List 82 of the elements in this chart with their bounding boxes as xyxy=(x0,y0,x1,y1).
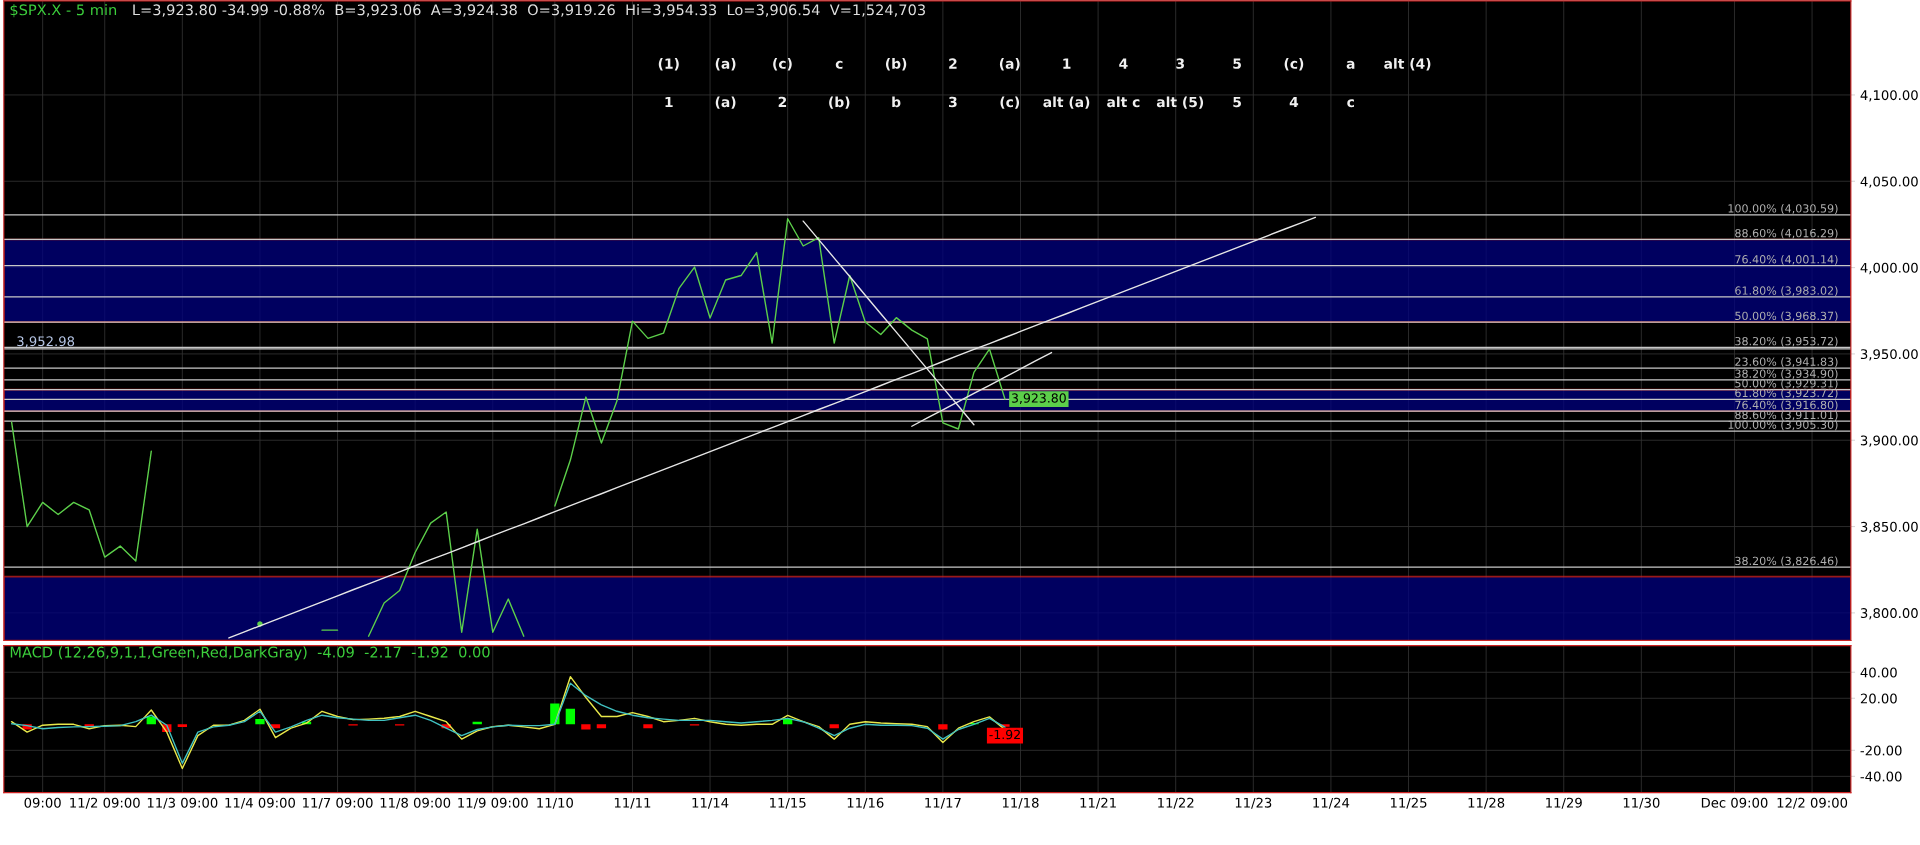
annotation: 1 xyxy=(665,96,673,108)
x-tick-label: 11/7 09:00 xyxy=(303,797,373,809)
x-tick-label: 11/3 09:00 xyxy=(147,797,218,809)
x-tick-label: 11/24 xyxy=(1313,797,1350,809)
x-tick-label: 11/8 09:00 xyxy=(380,797,451,809)
x-tick-label: 11/23 xyxy=(1235,797,1272,809)
y-tick-label: -40.00 xyxy=(1860,771,1902,782)
ref-line-label: 88.60% (4,016.29) xyxy=(1735,228,1838,239)
annotation: (a) xyxy=(715,96,736,109)
ref-line-label: 100.00% (3,905.30) xyxy=(1728,420,1838,431)
x-tick-label: 11/11 xyxy=(614,797,651,809)
annotation: (c) xyxy=(1284,58,1304,71)
y-tick-label: -20.00 xyxy=(1860,745,1902,756)
ref-line-label: 76.40% (3,916.80) xyxy=(1735,400,1838,411)
ref-line-label: 38.20% (3,826.46) xyxy=(1735,556,1838,567)
ref-line-label: 61.80% (3,983.02) xyxy=(1735,286,1838,297)
x-tick-label: 11/17 xyxy=(925,797,961,809)
x-tick-label: 11/18 xyxy=(1002,797,1039,809)
annotation: (b) xyxy=(885,58,907,71)
ref-line-label: 50.00% (3,929.31) xyxy=(1735,378,1838,389)
x-tick-label: 11/9 09:00 xyxy=(458,797,528,809)
ref-line-label: 38.20% (3,953.72) xyxy=(1735,336,1838,347)
y-tick-label: 20.00 xyxy=(1860,693,1897,704)
annotation: (1) xyxy=(658,58,679,71)
y-tick-label: 3,950.00 xyxy=(1860,349,1918,361)
ref-line-label: 23.60% (3,941.83) xyxy=(1735,357,1838,368)
annotation: 2 xyxy=(949,58,957,69)
annotation: (b) xyxy=(829,96,850,109)
x-tick-label: 11/16 xyxy=(847,797,884,809)
y-tick-label: 3,800.00 xyxy=(1860,608,1918,620)
annotation: alt (a) xyxy=(1043,96,1090,109)
annotation: a xyxy=(1346,60,1355,69)
x-tick-label: 11/14 xyxy=(692,797,729,809)
ref-line-label: 100.00% (4,030.59) xyxy=(1728,204,1838,214)
x-tick-label: 11/28 xyxy=(1468,797,1505,809)
annotation: 5 xyxy=(1233,96,1241,108)
y-tick-label: 40.00 xyxy=(1860,667,1897,678)
x-tick-label: 11/30 xyxy=(1623,797,1660,809)
chart-title: MACD (12,26,9,1,1,Green,Red,DarkGray) -4.09 -2.17 -1.92 0.00 xyxy=(10,646,490,661)
x-tick-label: 09:00 xyxy=(24,797,61,808)
data-label: 3,923.80 xyxy=(1011,393,1066,405)
chart-subtitle: L=3,923.80 -34.99 -0.88% B=3,923.06 A=3,924.38 O=3,919.26 Hi=3,954.33 Lo=3,906.54 V=1,524,703 xyxy=(133,4,925,17)
x-tick-label: 11/22 xyxy=(1158,797,1194,809)
ref-line-label: 38.20% (3,934.90) xyxy=(1735,369,1838,380)
annotation: (a) xyxy=(715,58,736,71)
x-tick-label: 11/21 xyxy=(1080,797,1116,809)
y-tick-label: 4,000.00 xyxy=(1860,262,1918,275)
annotation: 5 xyxy=(1233,58,1241,69)
annotation: 1 xyxy=(1063,58,1071,69)
ref-line-label: 3,952.98 xyxy=(17,336,75,348)
data-label: -1.92 xyxy=(989,729,1020,740)
annotation: alt (4) xyxy=(1384,58,1431,71)
annotation: 3 xyxy=(949,96,957,108)
x-tick-label: 11/15 xyxy=(770,797,806,809)
y-tick-label: 3,900.00 xyxy=(1860,435,1918,447)
x-tick-label: 12/2 09:00 xyxy=(1777,797,1848,809)
y-tick-label: 4,050.00 xyxy=(1860,176,1918,188)
annotation: alt c xyxy=(1107,96,1140,108)
annotation: (c) xyxy=(1000,96,1020,109)
ref-line-label: 50.00% (3,968.37) xyxy=(1735,311,1838,322)
x-tick-label: 11/29 xyxy=(1546,797,1582,809)
chart-title: $SPX.X - 5 min xyxy=(10,4,117,18)
x-tick-label: 11/10 xyxy=(537,797,573,809)
ref-line-label: 88.60% (3,911.01) xyxy=(1735,410,1838,421)
x-tick-label: 11/25 xyxy=(1390,797,1427,809)
annotation: (a) xyxy=(999,58,1020,71)
x-tick-label: 11/2 09:00 xyxy=(70,797,140,809)
annotation: 2 xyxy=(778,96,787,108)
annotation: c xyxy=(835,60,843,69)
y-tick-label: 3,850.00 xyxy=(1860,521,1918,534)
x-tick-label: 11/4 09:00 xyxy=(225,797,295,809)
annotation: (c) xyxy=(773,58,792,71)
annotation: b xyxy=(892,96,901,108)
annotation: 4 xyxy=(1119,58,1128,69)
annotation: 3 xyxy=(1176,58,1184,69)
y-tick-label: 4,100.00 xyxy=(1860,90,1918,102)
ref-line-label: 76.40% (4,001.14) xyxy=(1735,254,1838,265)
annotation: alt (5) xyxy=(1156,96,1204,109)
annotation: 4 xyxy=(1289,96,1299,108)
x-tick-label: Dec 09:00 xyxy=(1701,797,1768,808)
ref-line-label: 61.80% (3,923.72) xyxy=(1735,388,1838,399)
annotation: c xyxy=(1347,99,1354,108)
